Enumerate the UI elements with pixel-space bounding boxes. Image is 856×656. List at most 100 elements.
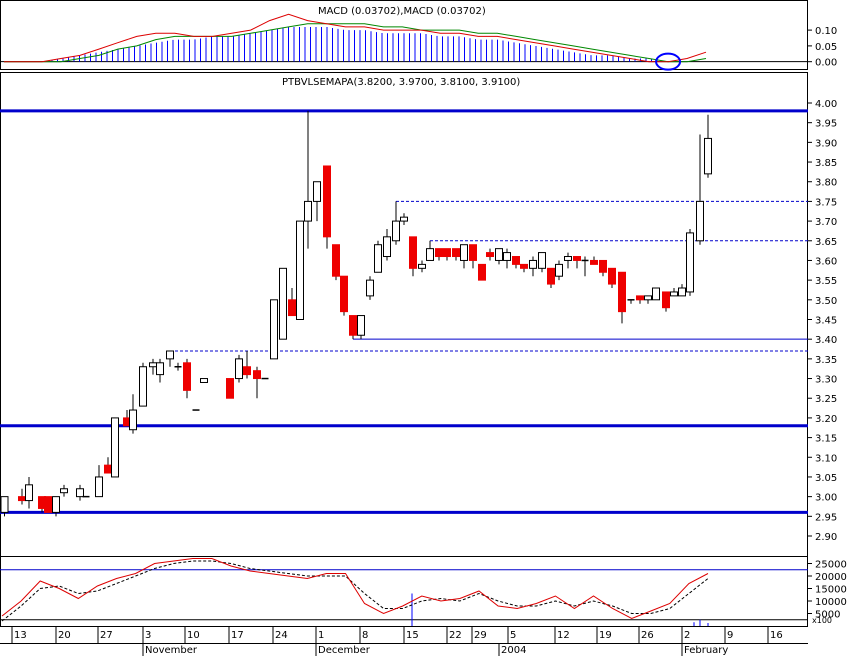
- candle-body: [486, 252, 494, 258]
- candle-body: [409, 236, 417, 269]
- candle-body: [512, 256, 520, 265]
- x-day-label: 16: [770, 630, 783, 641]
- price-y-tick-label: 3.45: [815, 316, 837, 327]
- x-day-label: 3: [145, 630, 151, 641]
- candle-body: [44, 496, 52, 513]
- macd-line: [4, 13, 707, 63]
- price-y-tick-label: 3.80: [815, 178, 837, 189]
- price-y-tick-label: 3.05: [815, 473, 837, 484]
- candle-body: [226, 378, 234, 399]
- candle-body: [478, 263, 486, 281]
- volume-y-tick-label: 5000: [815, 610, 840, 621]
- candle-body: [435, 248, 443, 258]
- candle-body: [52, 496, 60, 513]
- candle-body: [392, 220, 400, 242]
- price-y-tick-label: 3.30: [815, 375, 837, 386]
- x-day-label: 13: [14, 630, 27, 641]
- candle-body: [304, 200, 312, 222]
- candle-body: [374, 244, 382, 273]
- x-day-label: 26: [641, 630, 654, 641]
- candle-body: [149, 362, 157, 368]
- candle-body: [520, 263, 528, 269]
- volume-y-tick-label: 15000: [815, 585, 847, 596]
- candle-body: [564, 256, 572, 261]
- candle-body: [313, 181, 321, 202]
- volume-line: [1, 558, 709, 620]
- candle-body: [156, 362, 164, 376]
- volume-y-tick-label: 20000: [815, 572, 847, 583]
- macd-panel: [0, 0, 808, 70]
- candle-body: [183, 362, 191, 391]
- candle-body: [383, 236, 391, 258]
- x-day-label: 12: [557, 630, 570, 641]
- x-day-label: 17: [231, 630, 244, 641]
- volume-unit-label: x100: [812, 616, 832, 625]
- price-panel: [0, 72, 808, 557]
- candle-body: [547, 267, 555, 285]
- candle-body: [662, 291, 670, 309]
- x-month-label: November: [145, 645, 198, 656]
- x-day-label: 8: [362, 630, 368, 641]
- candle-body: [243, 366, 251, 376]
- volume-average-line: [1, 560, 709, 622]
- candle-body: [529, 259, 537, 269]
- price-y-tick-label: 3.35: [815, 355, 837, 366]
- axis-labels-group: 13 20 27 3 10 17 24 1 8 15 22 29 5 12 19 26 2 9 16November…: [11, 626, 783, 656]
- candle-body: [200, 378, 208, 383]
- price-y-tick-label: 3.90: [815, 138, 837, 149]
- candle-body: [296, 220, 304, 320]
- candle-body: [469, 244, 477, 261]
- candle-body: [590, 259, 598, 265]
- x-month-label: December: [318, 645, 371, 656]
- price-y-tick-label: 2.90: [815, 532, 837, 543]
- x-day-label: 5: [510, 630, 516, 641]
- x-day-label: 15: [406, 630, 419, 641]
- macd-y-tick-label: 0.00: [815, 58, 837, 69]
- candle-body: [678, 287, 686, 297]
- candle-body: [340, 275, 348, 313]
- candle-body: [332, 244, 340, 277]
- macd-signal-line: [4, 23, 707, 63]
- candle-body: [652, 287, 660, 301]
- candle-body: [253, 370, 261, 380]
- candle-body: [25, 484, 33, 502]
- candle-body: [270, 299, 278, 360]
- macd-y-tick-label: 0.10: [815, 26, 837, 37]
- x-day-label: 19: [599, 630, 612, 641]
- price-y-tick-label: 3.75: [815, 197, 837, 208]
- price-y-tick-label: 3.55: [815, 276, 837, 287]
- price-y-tick-label: 3.15: [815, 434, 837, 445]
- candle-body: [696, 200, 704, 242]
- price-y-tick-label: 3.85: [815, 158, 837, 169]
- x-day-label: 1: [318, 630, 324, 641]
- price-y-tick-label: 3.40: [815, 335, 837, 346]
- candle-body: [166, 350, 174, 360]
- x-day-label: 29: [474, 630, 487, 641]
- price-y-tick-label: 3.65: [815, 237, 837, 248]
- macd-title: MACD (0.03702),MACD (0.03702): [318, 6, 486, 17]
- candle-body: [452, 248, 460, 258]
- candle-body: [288, 299, 296, 317]
- x-day-label: 20: [58, 630, 71, 641]
- macd-series-group: 0.10 0.05 0.00: [0, 13, 837, 71]
- candle-body: [704, 137, 712, 175]
- candle-body: [18, 496, 26, 502]
- candle-body: [357, 315, 365, 336]
- candle-body: [644, 295, 652, 301]
- candle-body: [323, 165, 331, 238]
- candle-body: [76, 488, 84, 498]
- candle-body: [608, 267, 616, 285]
- candle-body: [95, 476, 103, 498]
- candle-body: [104, 464, 112, 474]
- x-day-label: 10: [187, 630, 200, 641]
- candle-body: [235, 358, 243, 380]
- candle-body: [443, 248, 451, 258]
- x-day-label: 9: [727, 630, 733, 641]
- macd-y-tick-label: 0.05: [815, 42, 837, 53]
- volume-panel: [0, 556, 808, 627]
- price-y-tick-label: 2.95: [815, 512, 837, 523]
- candle-body: [618, 271, 626, 313]
- candle-body: [418, 263, 426, 269]
